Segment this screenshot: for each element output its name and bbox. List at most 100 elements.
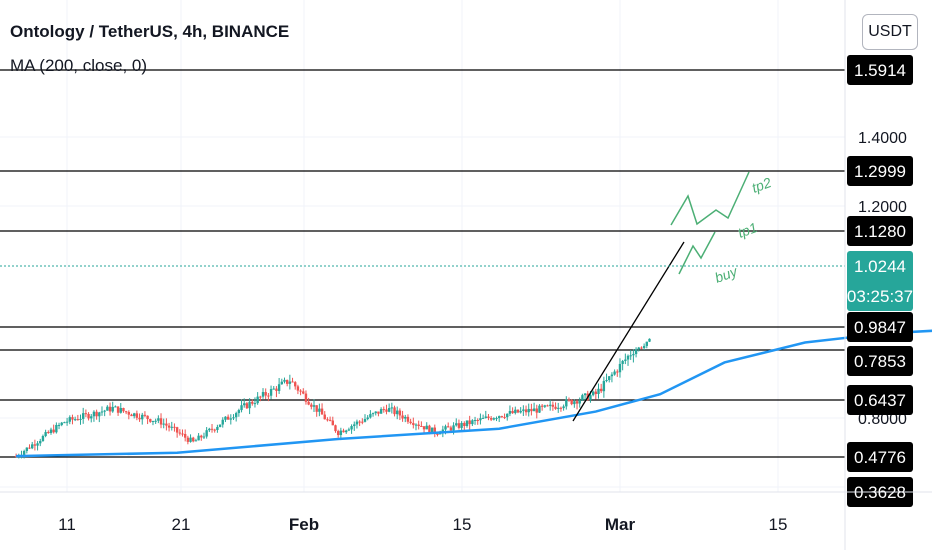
candle-body	[540, 405, 544, 407]
price-level-label[interactable]: 1.1280	[847, 216, 913, 246]
price-level-label[interactable]: 1.5914	[847, 55, 913, 85]
candle-body	[167, 425, 171, 428]
candle-body	[455, 423, 458, 426]
candle-body	[613, 371, 616, 375]
time-tick-label: Feb	[289, 515, 319, 534]
candle-body	[76, 419, 80, 421]
candle-body	[253, 403, 257, 405]
currency-button[interactable]: USDT	[862, 14, 918, 50]
candle-body	[430, 427, 434, 433]
candle-body	[259, 396, 262, 398]
candle-body	[186, 437, 190, 442]
candle-body	[275, 388, 278, 391]
candle-body	[283, 379, 286, 382]
price-level-label[interactable]: 0.6437	[847, 385, 913, 415]
candle-body	[33, 444, 37, 446]
projection-path-2[interactable]	[670, 171, 750, 226]
candle-body	[143, 414, 147, 416]
candle-body	[181, 433, 184, 435]
candle-body	[202, 436, 206, 438]
candle-body	[514, 409, 517, 414]
candle-body	[535, 408, 538, 413]
candle-body	[141, 414, 144, 420]
candle-body	[269, 389, 273, 396]
candle-body	[336, 431, 340, 436]
candle-body	[296, 386, 300, 391]
candle-body	[277, 384, 281, 391]
candle-body	[508, 410, 512, 414]
candle-body	[261, 392, 265, 397]
candle-body	[307, 401, 310, 405]
candle-body	[379, 409, 383, 414]
candle-body	[267, 395, 270, 397]
candle-body	[25, 447, 29, 451]
candle-body	[374, 411, 377, 414]
candle-body	[240, 405, 243, 411]
candle-body	[433, 427, 436, 434]
price-axis-labels[interactable]: 1.5914 1.2999 1.1280 1.0244 03:25:37 0.9847 0.…	[847, 55, 913, 507]
candle-body	[465, 420, 469, 426]
candle-body	[232, 417, 235, 419]
candle-body	[366, 417, 369, 420]
candle-body	[428, 425, 431, 433]
candle-body	[106, 406, 109, 411]
candle-body	[116, 406, 120, 413]
candle-body	[127, 412, 131, 415]
candle-body	[154, 420, 157, 422]
candle-body	[358, 421, 361, 423]
candle-body	[634, 349, 638, 355]
price-level-label[interactable]: 0.7853	[847, 346, 913, 376]
time-tick-label: 11	[58, 515, 76, 534]
chart-grid	[0, 0, 845, 492]
candle-body	[36, 443, 39, 446]
candle-body	[578, 400, 581, 404]
candle-body	[189, 437, 192, 442]
candle-body	[256, 396, 259, 404]
candle-body	[583, 393, 587, 396]
candle-body	[353, 424, 356, 427]
support-trendline[interactable]	[572, 241, 685, 422]
candle-body	[640, 347, 643, 349]
candle-body	[479, 418, 482, 421]
candle-body	[132, 413, 136, 417]
candle-body	[79, 418, 82, 420]
candle-body	[81, 413, 85, 419]
projection-path-1[interactable]	[678, 231, 716, 275]
candle-body	[476, 419, 479, 421]
price-level-label[interactable]: 0.4776	[847, 442, 913, 472]
candle-body	[68, 417, 71, 422]
candle-body	[487, 416, 490, 419]
candle-body	[449, 427, 453, 431]
time-tick-label: 21	[172, 515, 191, 534]
candle-body	[130, 414, 133, 417]
candle-body	[157, 418, 160, 421]
candle-body	[95, 411, 98, 417]
last-price-label[interactable]: 1.0244 03:25:37	[847, 251, 913, 311]
candle-body	[328, 419, 332, 421]
candle-body	[597, 388, 600, 395]
price-level-value: 0.4776	[854, 448, 906, 467]
candle-body	[390, 407, 394, 409]
candle-body	[162, 423, 165, 425]
candle-body	[149, 419, 152, 422]
candle-body	[393, 407, 396, 415]
candle-body	[385, 409, 388, 412]
candle-body	[173, 426, 176, 428]
candle-body	[73, 419, 77, 421]
candle-body	[503, 416, 506, 418]
price-level-label[interactable]: 1.2999	[847, 156, 913, 186]
candle-body	[318, 408, 321, 412]
candle-body	[178, 432, 182, 434]
candle-body	[406, 416, 410, 422]
indicator-legend[interactable]: MA (200, close, 0)	[10, 56, 148, 75]
price-level-label[interactable]: 0.9847	[847, 312, 913, 342]
candle-body	[624, 359, 627, 361]
candle-body	[363, 419, 367, 422]
candle-body	[205, 430, 208, 437]
candle-body	[489, 418, 493, 420]
candle-body	[323, 414, 326, 420]
candle-body	[63, 422, 66, 424]
candle-body	[492, 418, 496, 420]
candle-body	[369, 414, 372, 418]
